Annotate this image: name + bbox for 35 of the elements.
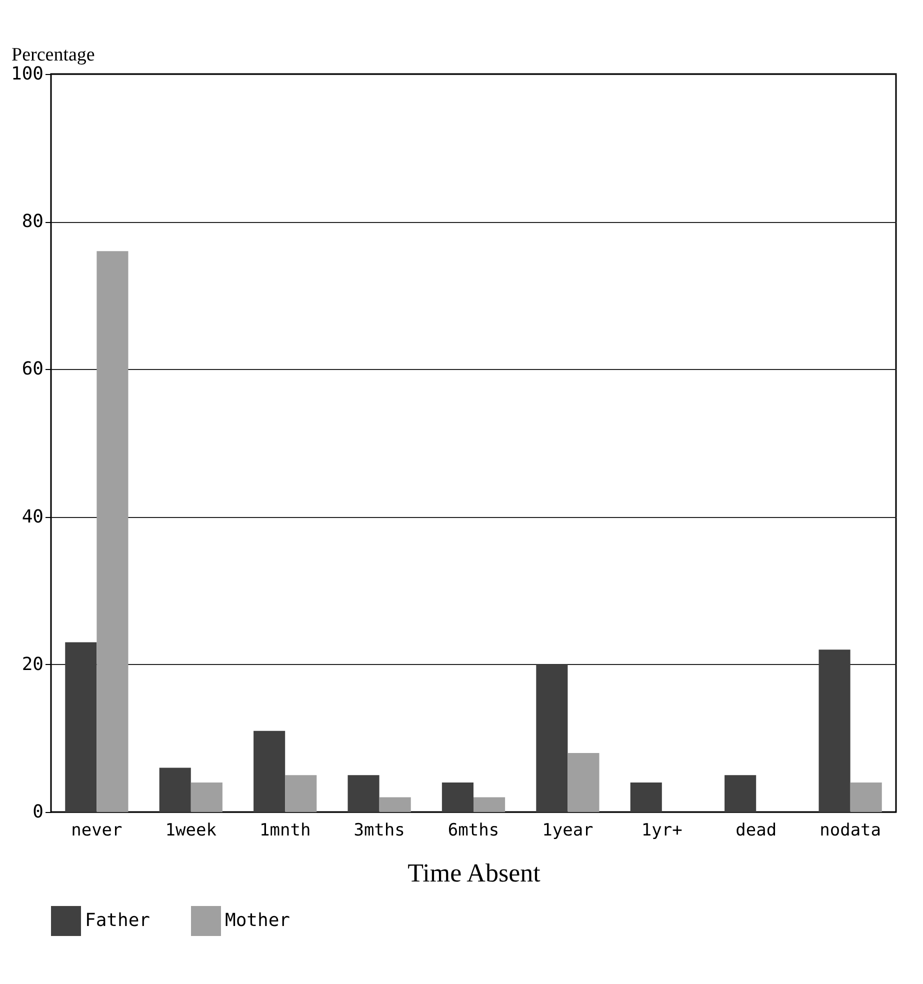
x-tick-label: 1week <box>165 820 216 840</box>
x-axis-title: Time Absent <box>408 858 542 888</box>
bar <box>724 775 756 812</box>
bar <box>630 782 662 812</box>
bar <box>442 782 474 812</box>
x-tick-label: never <box>71 820 122 840</box>
y-tick-label: 0 <box>32 802 44 822</box>
y-tick-label: 60 <box>22 358 44 380</box>
bar <box>536 664 568 812</box>
bar <box>190 782 222 812</box>
x-tick-label: 6mths <box>448 820 500 840</box>
y-tick-label: 80 <box>22 211 44 232</box>
bar <box>96 251 128 812</box>
y-tick-label: 40 <box>22 506 44 528</box>
x-tick-label: 3mths <box>354 820 405 840</box>
y-axis-title: Percentage <box>12 44 95 66</box>
x-tick-label: 1mnth <box>260 820 311 840</box>
y-tick-label: 100 <box>10 64 44 84</box>
bar <box>285 775 317 812</box>
bar <box>348 775 380 812</box>
x-tick-label: 1year <box>542 820 594 840</box>
bar <box>65 642 97 812</box>
bar <box>474 797 506 812</box>
bar <box>818 650 850 812</box>
bar <box>379 797 411 812</box>
bar <box>159 768 191 812</box>
x-tick-label: nodata <box>820 820 882 840</box>
bar <box>850 782 882 812</box>
legend-label: Mother <box>225 910 290 931</box>
x-tick-label: dead <box>736 820 777 840</box>
bar <box>568 752 600 812</box>
bar <box>254 730 286 812</box>
y-tick-label: 20 <box>22 654 44 675</box>
legend-label: Father <box>85 910 150 931</box>
x-tick-label: 1yr+ <box>641 820 682 840</box>
